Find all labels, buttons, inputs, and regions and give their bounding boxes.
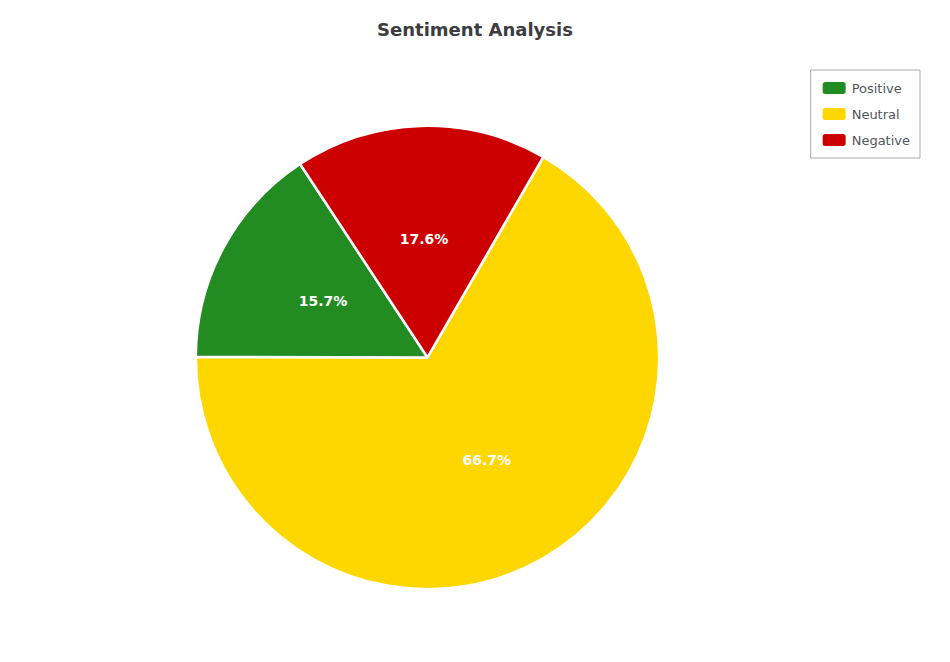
svg-text:Neutral: Neutral	[852, 107, 900, 122]
svg-text:Positive: Positive	[852, 81, 902, 96]
svg-text:17.6%: 17.6%	[400, 231, 449, 247]
svg-text:15.7%: 15.7%	[299, 293, 348, 309]
svg-text:Sentiment Analysis: Sentiment Analysis	[377, 19, 573, 40]
svg-text:Negative: Negative	[852, 133, 910, 148]
svg-text:66.7%: 66.7%	[463, 452, 512, 468]
